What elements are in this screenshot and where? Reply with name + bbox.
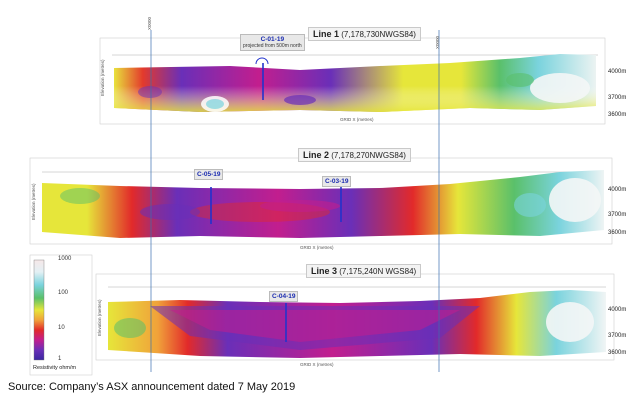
section-title-line-1: Line 1 (7,178,730NWGS84) — [308, 27, 421, 41]
drillhole-label-c-01-19: C-01-19 projected from 500m north — [240, 34, 305, 51]
y-axis-caption-line-2: Elevation (metres) — [31, 183, 36, 220]
section-coordinate: (7,178,730NWGS84) — [341, 30, 416, 39]
section-title-line-2: Line 2 (7,178,270NWGS84) — [298, 148, 411, 162]
reference-line-label-west: X0000 — [147, 16, 152, 30]
section-name: Line 1 — [313, 29, 340, 39]
drillhole-name: C-01-19 — [260, 36, 285, 43]
drillhole-label-c-04-19: C-04-19 — [269, 291, 299, 302]
elevation-3600-line-3: 3600m — [608, 350, 627, 356]
x-axis-caption-line-1: GRID X (metres) — [340, 117, 374, 122]
y-axis-caption-line-3: Elevation (metres) — [97, 299, 102, 336]
drillhole-note: projected from 500m north — [243, 43, 302, 49]
elevation-3600-line-2: 3600m — [608, 230, 627, 236]
legend-tick-1000: 1000 — [58, 256, 72, 262]
legend-tick-100: 100 — [58, 290, 69, 296]
section-coordinate: (7,175,240N WGS84) — [339, 267, 417, 276]
reference-line-label-east: X0000 — [435, 35, 440, 49]
drillhole-label-c-05-19: C-05-19 — [194, 169, 224, 180]
section-line-3-panel — [95, 273, 615, 361]
section-name: Line 3 — [311, 266, 338, 276]
section-line-1-panel — [99, 37, 606, 125]
legend-tick-10: 10 — [58, 325, 65, 331]
resistivity-colorbar — [33, 259, 45, 361]
legend-title: Resistivity ohm/m — [33, 365, 77, 371]
elevation-3700-line-1: 3700m — [608, 95, 627, 101]
x-axis-caption-line-2: GRID X (metres) — [300, 245, 334, 250]
source-caption: Source: Company’s ASX announcement dated… — [8, 381, 296, 393]
elevation-4000-line-3: 4000m — [608, 307, 627, 313]
elevation-3700-line-3: 3700m — [608, 333, 627, 339]
legend-tick-1: 1 — [58, 356, 62, 362]
elevation-3700-line-2: 3700m — [608, 212, 627, 218]
section-title-line-3: Line 3 (7,175,240N WGS84) — [306, 264, 422, 278]
elevation-4000-line-2: 4000m — [608, 187, 627, 193]
elevation-3600-line-1: 3600m — [608, 112, 627, 118]
elevation-4000-line-1: 4000m — [608, 69, 627, 75]
section-line-2-panel — [29, 157, 613, 245]
section-coordinate: (7,178,270NWGS84) — [331, 151, 406, 160]
drillhole-label-c-03-19: C-03-19 — [322, 176, 352, 187]
section-name: Line 2 — [303, 150, 330, 160]
x-axis-caption-line-3: GRID X (metres) — [300, 362, 334, 367]
y-axis-caption-line-1: Elevation (metres) — [100, 59, 105, 96]
